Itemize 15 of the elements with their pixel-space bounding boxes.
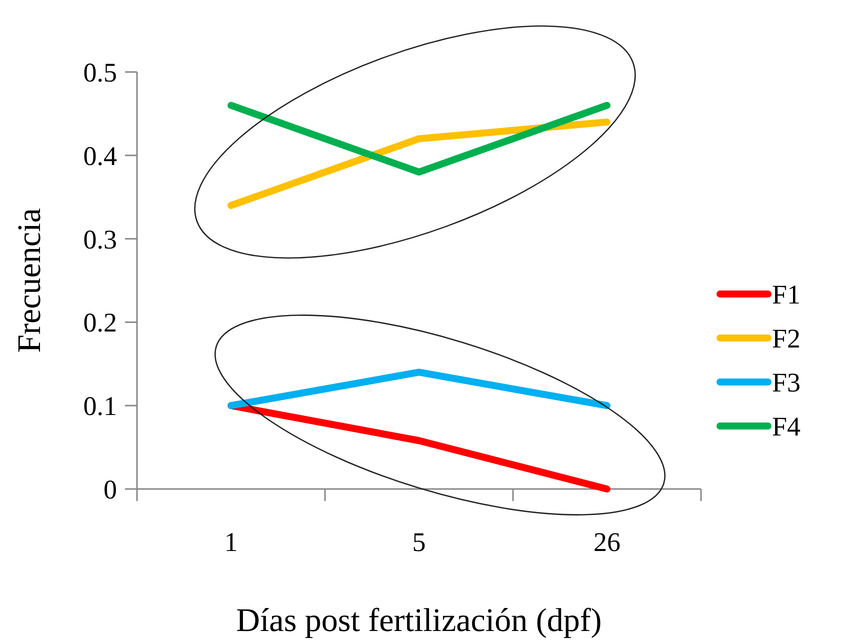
y-tick-label: 0.2 xyxy=(83,308,117,338)
legend-label: F4 xyxy=(772,411,802,442)
legend-label: F1 xyxy=(772,279,801,310)
y-tick-label: 0.4 xyxy=(83,140,118,171)
y-tick-label: 0 xyxy=(104,474,117,504)
y-tick-label: 0.1 xyxy=(83,391,117,422)
x-tick-label: 1 xyxy=(224,527,238,557)
y-axis-title: Frecuencia xyxy=(12,208,48,353)
y-tick-label: 0.3 xyxy=(83,224,117,254)
x-tick-label: 5 xyxy=(412,527,426,557)
x-axis-title: Días post fertilización (dpf) xyxy=(236,603,602,639)
legend-label: F2 xyxy=(772,323,801,354)
x-tick-label: 26 xyxy=(594,527,620,557)
legend-label: F3 xyxy=(772,367,801,398)
y-tick-label: 0.5 xyxy=(83,57,117,88)
